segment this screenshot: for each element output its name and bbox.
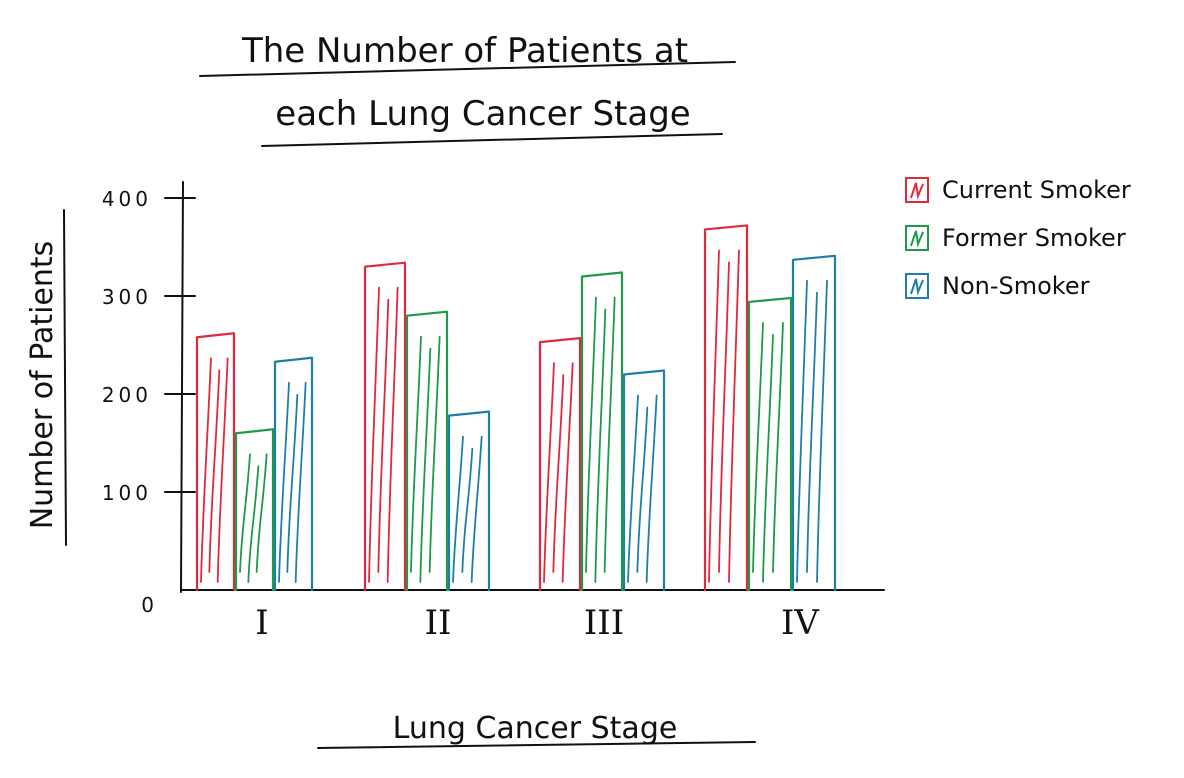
bar-outline bbox=[538, 337, 582, 592]
y-axis-line bbox=[180, 181, 184, 593]
legend-swatch-hatch bbox=[910, 278, 924, 296]
bar bbox=[363, 261, 407, 592]
legend-swatch-hatch bbox=[910, 230, 924, 248]
x-category-label: II bbox=[425, 603, 452, 643]
bar-outline bbox=[234, 428, 275, 592]
bar-hatch bbox=[543, 362, 555, 583]
legend-label: Former Smoker bbox=[942, 224, 1126, 252]
y-tick-label: 100 bbox=[102, 481, 152, 505]
bars bbox=[195, 224, 837, 592]
bar-hatch bbox=[728, 249, 740, 583]
x-axis-title: Lung Cancer Stage bbox=[393, 711, 678, 746]
y-tick-label: 200 bbox=[102, 383, 152, 407]
bar-hatch bbox=[377, 298, 390, 573]
title-underline-2 bbox=[261, 133, 723, 147]
bar-hatch bbox=[762, 334, 774, 583]
bar-hatch bbox=[636, 406, 649, 573]
bar bbox=[405, 310, 449, 592]
bar-hatch bbox=[816, 279, 828, 583]
bar-hatch bbox=[585, 296, 597, 573]
legend-item: Non-Smoker bbox=[905, 272, 1090, 300]
y-axis-title-underline bbox=[63, 209, 67, 546]
bar-hatch bbox=[594, 308, 607, 583]
bar-hatch bbox=[752, 322, 764, 573]
title-underline-1 bbox=[199, 61, 736, 77]
legend: Current Smoker Former Smoker Non-Smoker bbox=[905, 176, 1131, 300]
bar-hatch bbox=[200, 357, 212, 583]
bar-hatch bbox=[772, 322, 784, 573]
bar-hatch bbox=[294, 381, 307, 583]
bar-hatch bbox=[552, 374, 565, 573]
legend-swatch bbox=[905, 177, 929, 203]
y-tick-label: 400 bbox=[102, 187, 152, 211]
bar-outline bbox=[447, 410, 491, 592]
bar-hatch bbox=[255, 453, 268, 573]
bar-outline bbox=[363, 261, 407, 592]
bar-hatch bbox=[419, 347, 432, 583]
x-category-label: I bbox=[255, 603, 268, 643]
bar-hatch bbox=[470, 435, 483, 583]
y-ticks: 0 100 200 300 400 bbox=[102, 187, 196, 617]
bar-outline bbox=[747, 296, 793, 592]
bar-hatch bbox=[386, 286, 399, 583]
x-category-label: III bbox=[584, 603, 624, 643]
bar bbox=[447, 410, 491, 592]
bar bbox=[580, 271, 624, 592]
bar-hatch bbox=[428, 335, 441, 573]
legend-label: Current Smoker bbox=[942, 176, 1131, 204]
bar-hatch bbox=[239, 453, 251, 573]
bar-hatch bbox=[368, 286, 380, 583]
x-category-label: IV bbox=[781, 603, 820, 643]
bar-hatch bbox=[718, 261, 730, 573]
bar-outline bbox=[622, 369, 666, 592]
legend-swatch bbox=[905, 273, 929, 299]
legend-item: Current Smoker bbox=[905, 176, 1131, 204]
bar-hatch bbox=[796, 279, 808, 583]
bar bbox=[791, 254, 837, 592]
bar-hatch bbox=[410, 335, 422, 573]
y-axis-title: Number of Patients bbox=[25, 241, 60, 530]
bar-outline bbox=[703, 224, 749, 592]
bar bbox=[195, 332, 236, 592]
y-tick-label: 0 bbox=[141, 593, 158, 617]
bar-hatch bbox=[461, 447, 474, 573]
bar bbox=[273, 356, 314, 592]
chart-title-line-2: each Lung Cancer Stage bbox=[275, 94, 690, 134]
bar-hatch bbox=[286, 393, 299, 573]
bar-hatch bbox=[247, 465, 260, 583]
x-categories: I II III IV bbox=[255, 603, 820, 643]
bar bbox=[622, 369, 666, 592]
legend-item: Former Smoker bbox=[905, 224, 1126, 252]
y-tick-label: 300 bbox=[102, 285, 152, 309]
bar-outline bbox=[791, 254, 837, 592]
legend-label: Non-Smoker bbox=[942, 272, 1090, 300]
bar-hatch bbox=[452, 435, 464, 583]
bar-hatch bbox=[603, 296, 616, 573]
legend-swatch-hatch bbox=[910, 182, 924, 200]
bar bbox=[538, 337, 582, 592]
bar-outline bbox=[405, 310, 449, 592]
bar-hatch bbox=[278, 381, 290, 583]
bar bbox=[234, 428, 275, 592]
bar-outline bbox=[580, 271, 624, 592]
bar-hatch bbox=[645, 394, 658, 583]
bar-hatch bbox=[208, 369, 221, 573]
bar bbox=[703, 224, 749, 592]
bar-hatch bbox=[216, 357, 229, 583]
bar-hatch bbox=[806, 291, 818, 573]
x-axis-title-underline bbox=[317, 741, 756, 749]
bar bbox=[747, 296, 793, 592]
bar-hatch bbox=[561, 362, 574, 583]
legend-swatch bbox=[905, 225, 929, 251]
bar-outline bbox=[195, 332, 236, 592]
bar-outline bbox=[273, 356, 314, 592]
bar-hatch bbox=[708, 249, 720, 583]
bar-hatch bbox=[627, 394, 639, 583]
